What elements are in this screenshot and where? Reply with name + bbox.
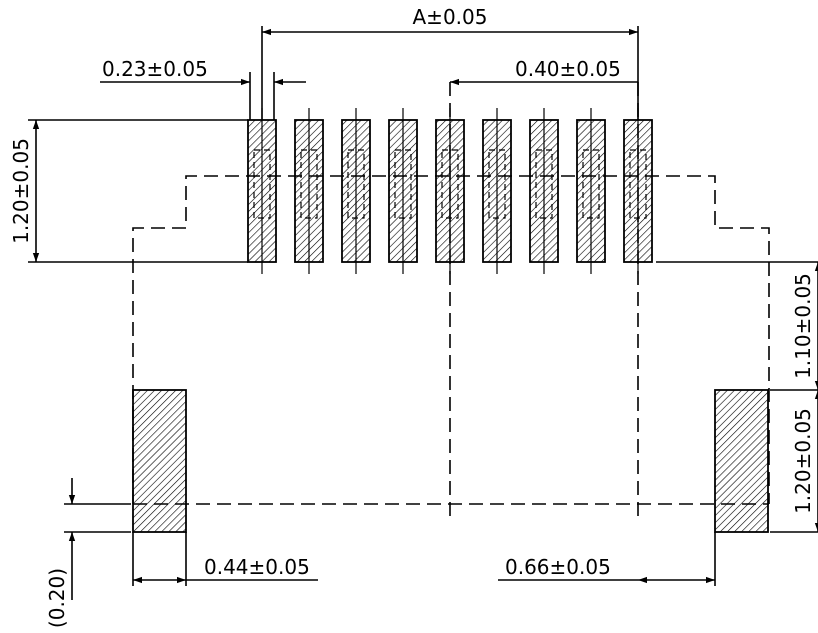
signal-pad <box>483 108 511 274</box>
right-anchor-width-label: 0.66±0.05 <box>505 555 611 579</box>
overall-width-label: A±0.05 <box>413 5 488 29</box>
signal-pad <box>248 108 276 274</box>
anchor-gap-label: 1.10±0.05 <box>791 273 815 379</box>
anchor-length-label: 1.20±0.05 <box>791 408 815 514</box>
pad-width-label: 0.23±0.05 <box>102 57 208 81</box>
left-anchor-width-label: 0.44±0.05 <box>204 555 310 579</box>
right-anchor-pad <box>715 390 768 532</box>
left-anchor-pad <box>133 390 186 532</box>
signal-pad <box>530 108 558 274</box>
pitch-label: 0.40±0.05 <box>515 57 621 81</box>
pad-length-label: 1.20±0.05 <box>9 138 33 244</box>
signal-pad <box>577 108 605 274</box>
anchor-offset-label: (0.20) <box>45 568 69 628</box>
signal-pad <box>389 108 417 274</box>
signal-pad <box>295 108 323 274</box>
signal-pad <box>342 108 370 274</box>
